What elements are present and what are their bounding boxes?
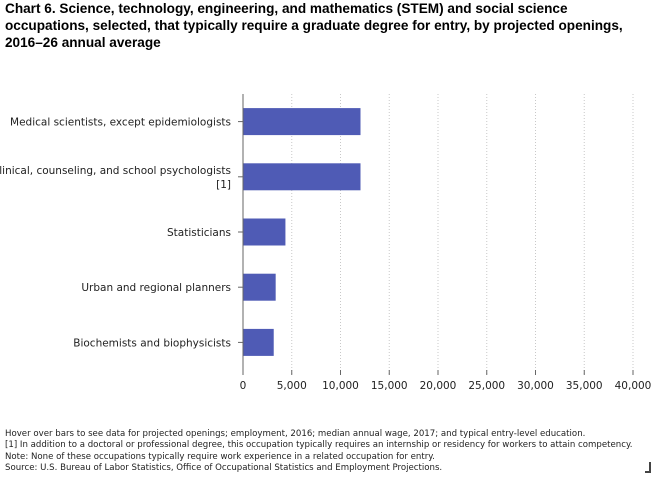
note-source: Source: U.S. Bureau of Labor Statistics,… xyxy=(5,463,443,474)
x-tick-label: 30,000 xyxy=(517,380,554,392)
category-label-line: Clinical, counseling, and school psychol… xyxy=(0,165,231,177)
bar[interactable] xyxy=(243,218,286,246)
x-tick-label: 40,000 xyxy=(615,380,652,392)
bars xyxy=(243,108,361,356)
x-tick-label: 10,000 xyxy=(322,380,359,392)
category-label-line: Urban and regional planners xyxy=(81,282,231,294)
category-label-line: Statisticians xyxy=(167,227,231,239)
bar[interactable] xyxy=(243,273,276,301)
category-label: Statisticians xyxy=(167,227,231,239)
x-tick-label: 5,000 xyxy=(277,380,307,392)
chart-notes: Hover over bars to see data for projecte… xyxy=(5,429,653,475)
resize-handle-icon xyxy=(645,462,651,473)
category-label: Biochemists and biophysicists xyxy=(73,337,231,349)
category-label: Urban and regional planners xyxy=(81,282,231,294)
category-labels: Medical scientists, except epidemiologis… xyxy=(0,117,243,349)
note-footnote-1: [1] In addition to a doctoral or profess… xyxy=(5,440,633,451)
x-tick-label: 0 xyxy=(240,380,247,392)
x-tick-label: 35,000 xyxy=(566,380,603,392)
x-tick-label: 25,000 xyxy=(468,380,505,392)
x-tick-label: 20,000 xyxy=(420,380,457,392)
category-label-line: Medical scientists, except epidemiologis… xyxy=(10,117,231,129)
category-label: Clinical, counseling, and school psychol… xyxy=(0,165,231,191)
x-axis-ticks: 0 5,000 10,000 15,000 20,000 25,000 30,000 35,0… xyxy=(240,370,652,392)
bar[interactable] xyxy=(243,163,361,191)
bar-chart: Medical scientists, except epidemiologis… xyxy=(0,94,652,392)
category-label-line: [1] xyxy=(216,179,231,191)
chart-title: Chart 6. Science, technology, engineerin… xyxy=(5,1,623,50)
gridlines xyxy=(291,94,634,374)
category-label: Medical scientists, except epidemiologis… xyxy=(10,117,231,129)
bar[interactable] xyxy=(243,108,361,136)
x-tick-label: 15,000 xyxy=(371,380,408,392)
note-experience: Note: None of these occupations typicall… xyxy=(5,451,435,462)
bar[interactable] xyxy=(243,328,274,356)
category-label-line: Biochemists and biophysicists xyxy=(73,337,231,349)
note-hover: Hover over bars to see data for projecte… xyxy=(5,429,586,439)
